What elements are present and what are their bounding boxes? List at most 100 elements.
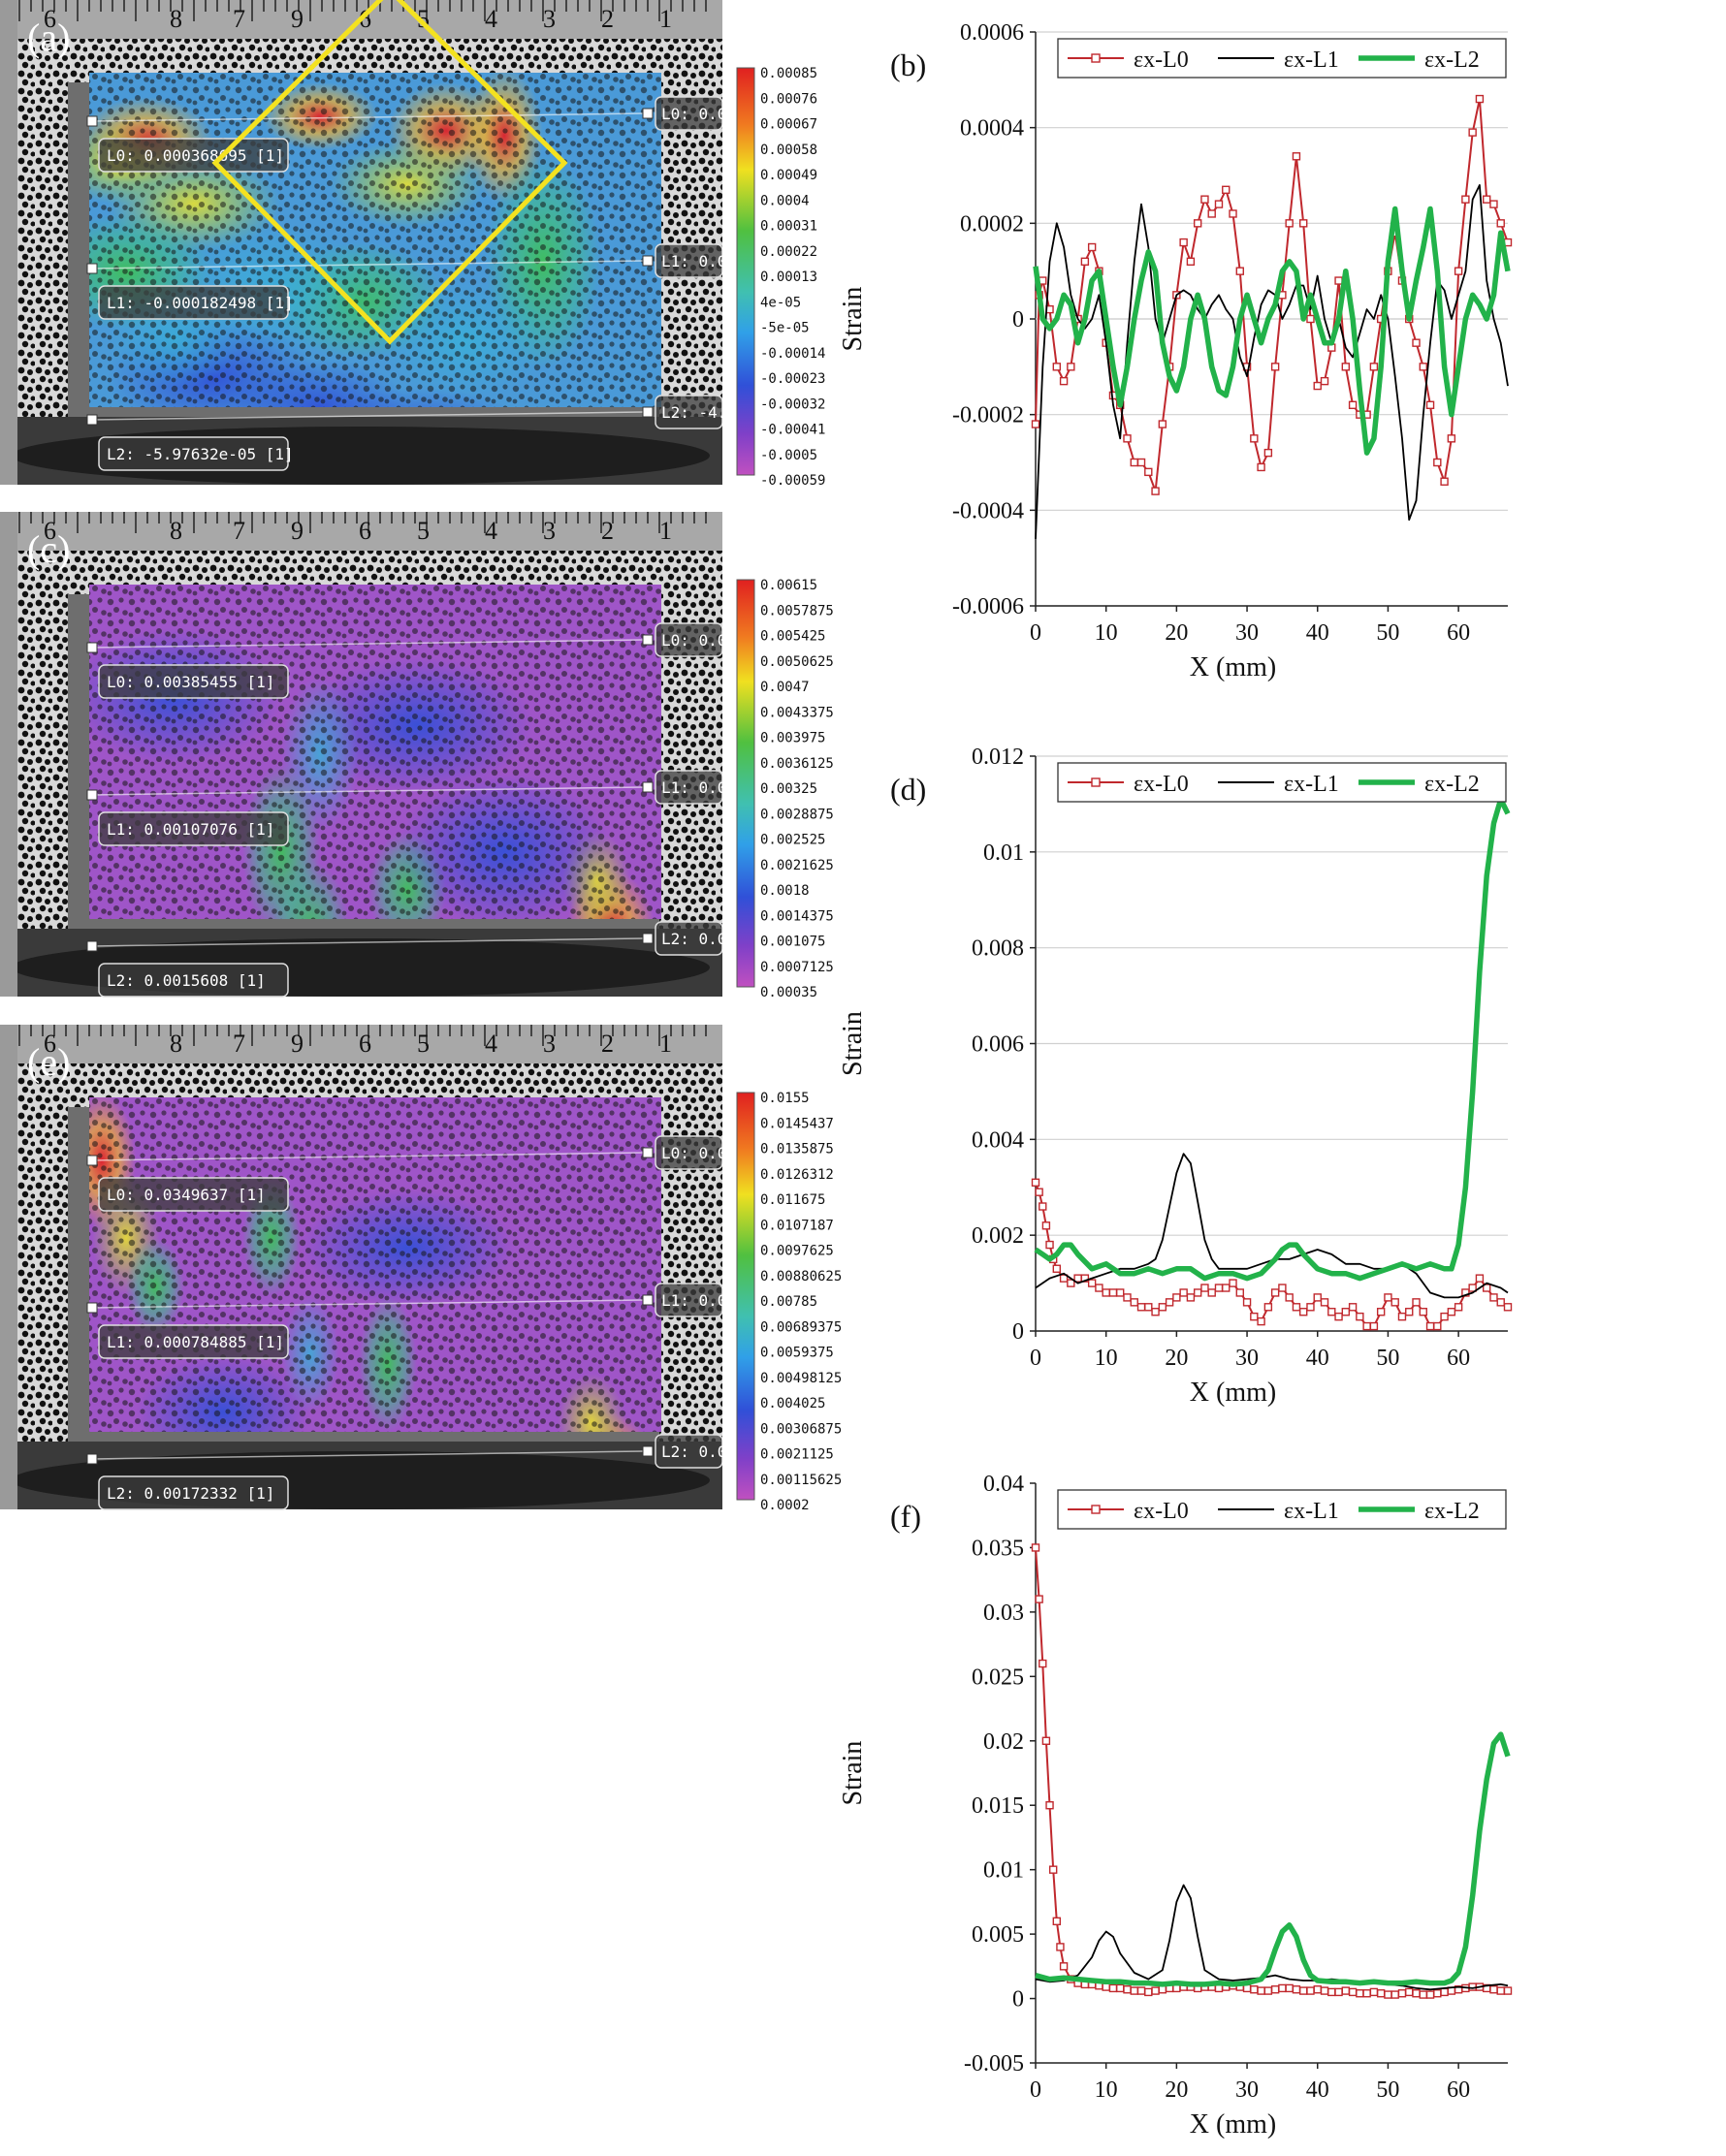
data-point bbox=[1130, 458, 1138, 467]
probe-handle bbox=[86, 789, 98, 801]
data-point bbox=[1102, 1982, 1110, 1991]
colorbar bbox=[736, 1092, 755, 1501]
ruler-digit: 2 bbox=[601, 1030, 614, 1058]
y-tick-label: 0.012 bbox=[972, 745, 1024, 770]
data-point bbox=[1306, 314, 1315, 324]
colorbar-tick-label: -0.00059 bbox=[760, 473, 825, 489]
colorbar-tick-label: 0.00785 bbox=[760, 1294, 817, 1310]
probe-label-box bbox=[98, 1324, 289, 1359]
probe-label: L1: -0.000182498 [1] bbox=[107, 294, 294, 312]
x-tick-label: 0 bbox=[1030, 620, 1041, 646]
data-point bbox=[1151, 1308, 1160, 1316]
legend-label-1: εx-L0 bbox=[1134, 1499, 1189, 1524]
probe-handle bbox=[86, 414, 98, 426]
y-tick-label: 0.01 bbox=[983, 1858, 1024, 1884]
colorbar-tick-label: 0.00880625 bbox=[760, 1269, 842, 1284]
legend-marker bbox=[1091, 53, 1101, 63]
x-axis-label: X (mm) bbox=[1190, 2109, 1276, 2140]
y-tick-label: 0.025 bbox=[972, 1665, 1024, 1690]
ruler-digit: 6 bbox=[44, 1030, 56, 1058]
y-tick-label: 0.035 bbox=[972, 1536, 1024, 1561]
data-point bbox=[1123, 1985, 1132, 1994]
ruler-digit: 9 bbox=[291, 5, 304, 33]
speckle-overlay bbox=[89, 585, 661, 919]
data-point bbox=[1376, 1308, 1386, 1316]
data-point bbox=[1087, 242, 1097, 252]
data-point bbox=[1179, 1288, 1188, 1297]
data-point bbox=[1489, 1985, 1498, 1994]
panel-label: (c) bbox=[27, 527, 70, 571]
ruler-digit: 3 bbox=[543, 517, 556, 545]
ruler-digit: 6 bbox=[44, 517, 56, 545]
y-axis-label: Strain bbox=[838, 1011, 868, 1076]
ruler-digit: 8 bbox=[170, 517, 182, 545]
legend-label-1: εx-L0 bbox=[1134, 772, 1189, 797]
data-point bbox=[1207, 1288, 1216, 1297]
data-point bbox=[1059, 1274, 1069, 1283]
data-point bbox=[1229, 209, 1237, 218]
data-point bbox=[1447, 434, 1456, 443]
data-point bbox=[1405, 1987, 1414, 1997]
probe-line bbox=[91, 1152, 646, 1161]
data-point bbox=[1397, 1312, 1407, 1321]
y-tick-label: 0.005 bbox=[972, 1922, 1024, 1948]
colorbar-tick-label: 0.004025 bbox=[760, 1396, 825, 1411]
data-point bbox=[1433, 458, 1442, 467]
data-point bbox=[1080, 257, 1090, 266]
y-tick-label: 0.04 bbox=[983, 1472, 1024, 1497]
data-point bbox=[1257, 1316, 1265, 1326]
data-point bbox=[1222, 1284, 1231, 1292]
y-tick-label: 0.008 bbox=[972, 936, 1024, 962]
probe-line bbox=[91, 937, 646, 947]
ruler-strip bbox=[0, 1025, 722, 1065]
highlight-diamond bbox=[211, 0, 568, 345]
data-point bbox=[1035, 1188, 1043, 1196]
data-point bbox=[1369, 1321, 1379, 1331]
data-point bbox=[1031, 1543, 1040, 1552]
data-point bbox=[1263, 1303, 1273, 1312]
colorbar-tick-label: 0.00325 bbox=[760, 781, 817, 797]
data-point bbox=[1390, 1990, 1399, 1999]
colorbar-tick-label: 0.0135875 bbox=[760, 1142, 834, 1157]
panel-label: (e) bbox=[27, 1040, 70, 1084]
data-point bbox=[1489, 200, 1498, 208]
data-point bbox=[1186, 257, 1196, 266]
ruler-digit: 6 bbox=[359, 1030, 371, 1058]
y-tick-label: 0 bbox=[1012, 1987, 1024, 2013]
chart-b: 0.0006 0.0004 0.0002 0 -0.0002 -0.0004 -0.0006… bbox=[838, 20, 1513, 682]
probe-handle bbox=[86, 263, 98, 274]
data-point bbox=[1433, 1321, 1442, 1331]
legend-label-3: εx-L2 bbox=[1424, 48, 1480, 73]
ruler-digit: 3 bbox=[543, 5, 556, 33]
data-point bbox=[1425, 400, 1435, 409]
probe-label: L2: -5.97632e-05 [1] bbox=[107, 445, 294, 463]
data-point bbox=[1334, 1987, 1343, 1997]
data-point bbox=[1052, 1917, 1062, 1926]
data-point bbox=[1108, 1288, 1118, 1297]
colorbar-tick-label: -5e-05 bbox=[760, 321, 810, 336]
probe-line bbox=[91, 639, 646, 649]
x-tick-label: 40 bbox=[1306, 620, 1329, 646]
probe-label-right: L2: 0.0 bbox=[661, 930, 726, 948]
data-point bbox=[1285, 1983, 1294, 1993]
data-point bbox=[1320, 1986, 1329, 1995]
colorbar-tick-label: 0.00067 bbox=[760, 117, 817, 133]
colorbar-tick-label: 0.0004 bbox=[760, 193, 810, 208]
x-tick-label: 20 bbox=[1165, 2077, 1188, 2103]
data-point bbox=[1080, 1274, 1090, 1283]
data-point bbox=[1306, 1303, 1315, 1312]
x-tick-label: 30 bbox=[1235, 1346, 1259, 1371]
data-point bbox=[1461, 1288, 1470, 1297]
dic-panel-3: 6 8 7 9 6 5 4 3 2 1 L0: 0.0349637 [1] L0: 0.00 L1: 0… bbox=[0, 1025, 756, 1510]
colorbar-tick-label: 0.0007125 bbox=[760, 960, 834, 975]
colorbar-tick-label: 0.0145437 bbox=[760, 1116, 834, 1131]
data-point bbox=[1369, 363, 1379, 371]
y-tick-label: 0.0004 bbox=[960, 116, 1024, 142]
data-point bbox=[1419, 1990, 1427, 1999]
data-point bbox=[1454, 267, 1463, 275]
data-point bbox=[1440, 1987, 1449, 1997]
x-tick-label: 20 bbox=[1165, 1346, 1188, 1371]
colorbar-tick-label: 0.00035 bbox=[760, 985, 817, 1000]
probe-label-box bbox=[98, 811, 289, 846]
data-point bbox=[1362, 1989, 1371, 1998]
